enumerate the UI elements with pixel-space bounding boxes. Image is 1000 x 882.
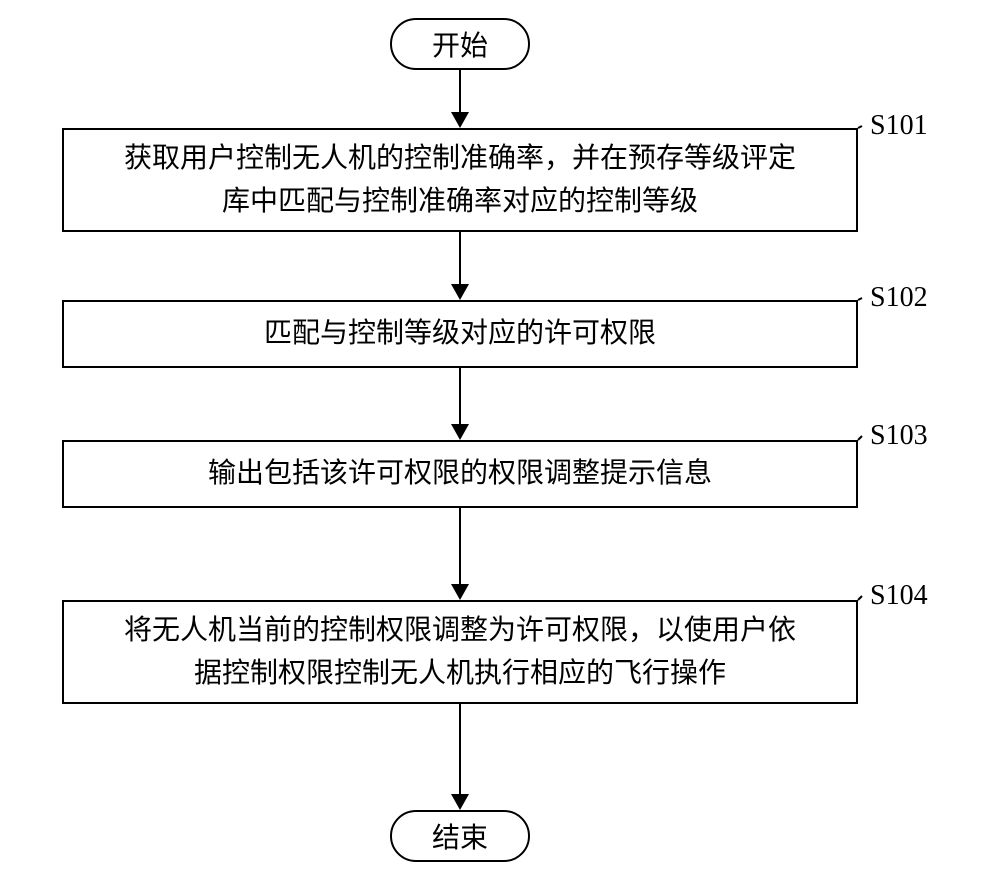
flow-arrow-4 xyxy=(0,0,1000,882)
flowchart-canvas: 开始结束获取用户控制无人机的控制准确率，并在预存等级评定库中匹配与控制准确率对应… xyxy=(0,0,1000,882)
